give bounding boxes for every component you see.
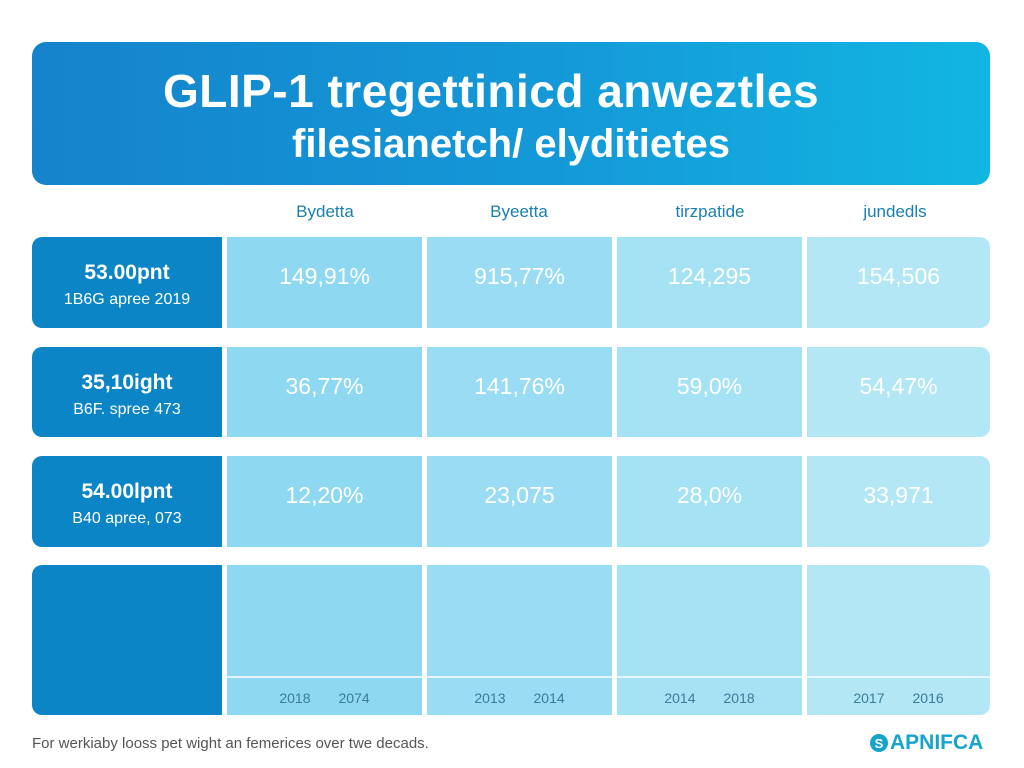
table-cell: 141,76% — [427, 347, 612, 437]
table-cell — [807, 565, 990, 715]
row-label: 54.00lpnt B40 apree, 073 — [32, 456, 222, 547]
year: 2013 — [474, 689, 506, 706]
year: 2018 — [279, 689, 311, 706]
column-header: Byeetta — [490, 202, 548, 221]
footer-note: For werkiaby looss pet wight an femerice… — [32, 735, 429, 752]
row-label-value: 54.00lpnt — [81, 480, 173, 503]
title-banner: GLIP-1 tregettinicd anweztles filesianet… — [32, 42, 990, 185]
row-label-value: 53.00pnt — [84, 261, 170, 284]
year-cell: 2013 2014 — [427, 676, 612, 717]
column-header: jundedls — [863, 202, 927, 221]
year: 2014 — [533, 689, 565, 706]
row-label: 35,10ight B6F. spree 473 — [32, 347, 222, 437]
table-cell: 33,971 — [807, 456, 990, 547]
row-label-empty — [32, 565, 222, 715]
year: 2018 — [723, 689, 755, 706]
brand-logo: S APNIFCA — [870, 731, 983, 755]
table-cell — [427, 565, 612, 715]
column-header: Bydetta — [296, 202, 354, 221]
year: 2017 — [853, 689, 885, 706]
year-cell: 2017 2016 — [807, 676, 990, 717]
table-cell: 28,0% — [617, 456, 802, 547]
year-cell: 2018 2074 — [227, 676, 422, 717]
logo-text: APNIFCA — [890, 731, 984, 754]
title-line-1: GLIP-1 tregettinicd anweztles — [162, 65, 820, 117]
table-cell: 54,47% — [807, 347, 990, 437]
table-cell: 23,075 — [427, 456, 612, 547]
table-cell: 59,0% — [617, 347, 802, 437]
row-label-sub: 1B6G apree 2019 — [63, 291, 191, 308]
year-cell: 2014 2018 — [617, 676, 802, 717]
row-label-sub: B40 apree, 073 — [72, 510, 182, 527]
table-cell — [227, 565, 422, 715]
table-cell: 154,506 — [807, 237, 990, 328]
table-cell: 12,20% — [227, 456, 422, 547]
table-cell: 915,77% — [427, 237, 612, 328]
table-cell: 124,295 — [617, 237, 802, 328]
year: 2074 — [338, 689, 370, 706]
table-cell — [617, 565, 802, 715]
row-label: 53.00pnt 1B6G apree 2019 — [32, 237, 222, 328]
logo-icon: S — [870, 734, 888, 752]
row-label-sub: B6F. spree 473 — [73, 401, 181, 418]
row-label-value: 35,10ight — [81, 371, 173, 394]
table-cell: 149,91% — [227, 237, 422, 328]
title-line-2: filesianetch/ elyditietes — [292, 122, 730, 166]
year: 2016 — [912, 689, 944, 706]
year: 2014 — [664, 689, 696, 706]
table-cell: 36,77% — [227, 347, 422, 437]
column-header: tirzpatide — [675, 202, 745, 221]
